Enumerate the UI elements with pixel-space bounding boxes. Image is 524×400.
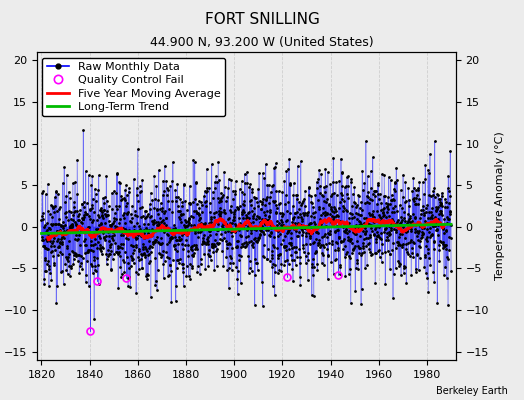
Text: 44.900 N, 93.200 W (United States): 44.900 N, 93.200 W (United States)	[150, 36, 374, 49]
Legend: Raw Monthly Data, Quality Control Fail, Five Year Moving Average, Long-Term Tren: Raw Monthly Data, Quality Control Fail, …	[42, 58, 225, 116]
Text: FORT SNILLING: FORT SNILLING	[204, 12, 320, 27]
Text: Berkeley Earth: Berkeley Earth	[436, 386, 508, 396]
Y-axis label: Temperature Anomaly (°C): Temperature Anomaly (°C)	[495, 132, 505, 280]
